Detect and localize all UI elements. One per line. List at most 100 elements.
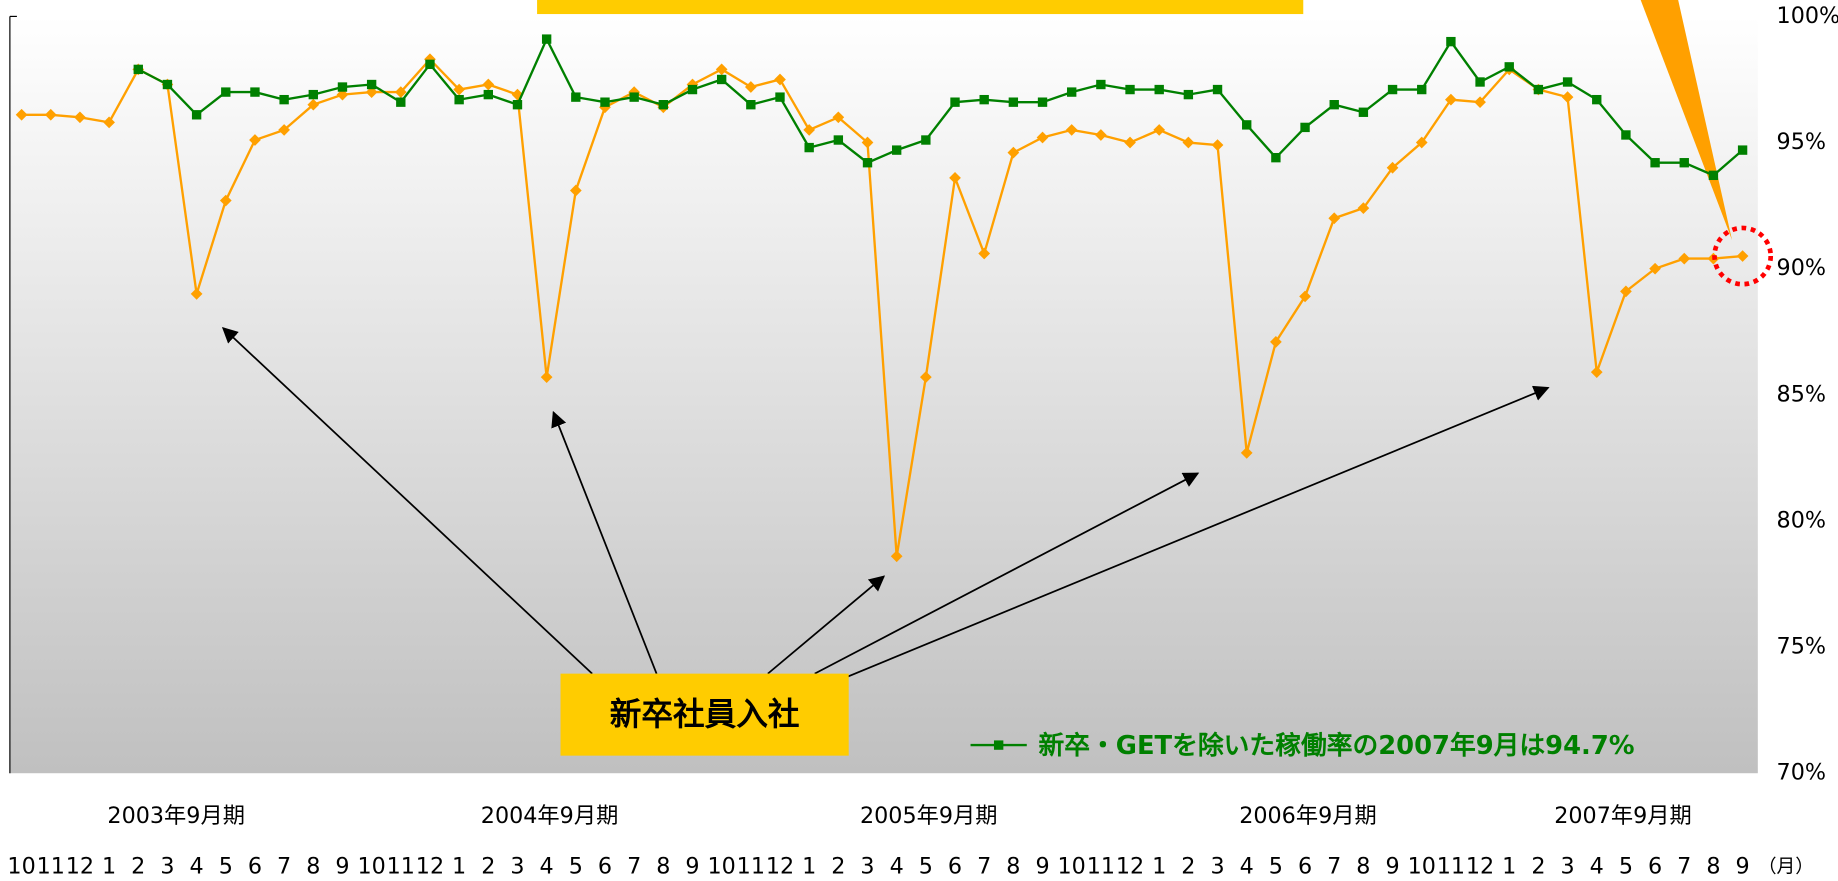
y-tick-label: 100% <box>1777 3 1838 29</box>
x-tick-label: 1 <box>102 853 116 879</box>
x-tick-label: 1 <box>802 853 816 879</box>
data-point <box>307 98 320 111</box>
data-point <box>1212 84 1223 95</box>
x-tick-label: 5 <box>569 853 583 879</box>
x-tick-label: 1 <box>1152 853 1166 879</box>
arrow <box>767 575 886 675</box>
data-point <box>1240 446 1253 459</box>
data-point <box>1679 158 1689 168</box>
x-tick-label: 7 <box>1677 853 1691 879</box>
x-tick-label: 8 <box>656 853 670 879</box>
data-point <box>454 94 464 105</box>
x-tick-label: 4 <box>890 853 904 879</box>
x-tick-label: 2 <box>831 853 845 879</box>
x-tick-label: 9 <box>1736 853 1750 879</box>
x-tick-label: 2 <box>131 853 145 879</box>
x-tick-label: 11 <box>1087 853 1115 879</box>
x-tick-label: 8 <box>306 853 320 879</box>
data-point <box>1649 262 1661 275</box>
x-tick-label: 1 <box>1502 853 1516 879</box>
data-point <box>1475 77 1485 87</box>
x-tick-label: 3 <box>510 853 524 879</box>
data-point <box>746 100 756 110</box>
data-point <box>308 89 318 100</box>
x-tick-label: 7 <box>977 853 991 879</box>
data-point <box>74 111 86 124</box>
x-tick-label: 6 <box>248 853 262 879</box>
plot-background <box>9 16 1758 774</box>
x-tick-label: 2 <box>1531 853 1545 879</box>
data-point <box>453 83 465 96</box>
x-tick-label: 9 <box>1035 853 1049 879</box>
x-tick-label: 3 <box>860 853 874 879</box>
data-point <box>571 92 581 102</box>
x-tick-label: 12 <box>1466 853 1494 879</box>
legend-label: 新卒・GETを除いた稼働率の2007年9月は94.7% <box>1038 730 1634 761</box>
x-tick-label: 5 <box>1619 853 1633 879</box>
data-point <box>1358 107 1369 117</box>
data-point <box>1007 146 1020 159</box>
x-unit: （月） <box>1758 856 1814 877</box>
data-point <box>1590 366 1603 378</box>
arrows <box>221 326 1550 678</box>
data-point <box>1562 77 1573 87</box>
data-point <box>978 247 991 260</box>
data-point <box>540 371 553 384</box>
data-point <box>1708 170 1719 181</box>
data-point <box>1125 84 1135 95</box>
data-point <box>1154 84 1164 95</box>
data-point <box>1417 84 1427 95</box>
x-tick-label: 10 <box>1408 853 1436 879</box>
data-point <box>1621 130 1631 140</box>
x-tick-label: 9 <box>1385 853 1399 879</box>
data-point <box>1446 36 1456 47</box>
callout-pointer <box>1640 0 1733 241</box>
x-tick-label: 2 <box>481 853 495 879</box>
data-point <box>541 34 552 44</box>
x-tick-label: 9 <box>685 853 699 879</box>
data-point <box>249 134 261 146</box>
x-tick-label: 11 <box>387 853 415 879</box>
data-point <box>891 145 902 155</box>
data-point <box>394 86 407 98</box>
period-label: 2007年9月期 <box>1554 803 1692 829</box>
data-point <box>1270 335 1282 348</box>
data-point <box>861 136 874 149</box>
x-tick-label: 8 <box>1006 853 1020 879</box>
data-point <box>1415 136 1428 149</box>
x-tick-label: 6 <box>1298 853 1312 879</box>
y-tick-label: 80% <box>1777 507 1826 533</box>
data-point <box>629 92 639 102</box>
data-point <box>133 64 143 75</box>
data-point <box>1736 250 1749 262</box>
data-point <box>1242 120 1252 130</box>
data-point <box>1474 96 1486 109</box>
x-tick-label: 2 <box>1181 853 1195 879</box>
data-point <box>658 100 669 110</box>
data-point <box>1504 62 1514 72</box>
data-point <box>425 59 435 70</box>
x-tick-label: 12 <box>66 853 94 879</box>
series-line <box>137 36 1744 177</box>
x-tick-label: 5 <box>919 853 933 879</box>
data-point <box>103 116 115 129</box>
x-tick-label: 10 <box>357 853 385 879</box>
legend-marker <box>993 740 1004 750</box>
data-point <box>44 108 57 121</box>
data-point <box>775 92 785 102</box>
data-point <box>862 158 873 168</box>
y-tick-label: 85% <box>1777 381 1826 407</box>
data-point <box>250 87 260 97</box>
data-point <box>337 82 348 92</box>
annotation: 新卒社員入社 <box>610 697 800 733</box>
data-point <box>569 184 582 197</box>
x-tick-label: 6 <box>1648 853 1662 879</box>
x-tick-label: 4 <box>1590 853 1604 879</box>
data-point <box>1008 97 1019 107</box>
x-tick-label: 5 <box>1269 853 1283 879</box>
data-point <box>921 135 931 145</box>
y-tick-label: 75% <box>1777 634 1826 660</box>
annotation-box <box>560 673 849 756</box>
x-tick-label: 11 <box>1437 853 1465 879</box>
data-point <box>396 97 406 107</box>
